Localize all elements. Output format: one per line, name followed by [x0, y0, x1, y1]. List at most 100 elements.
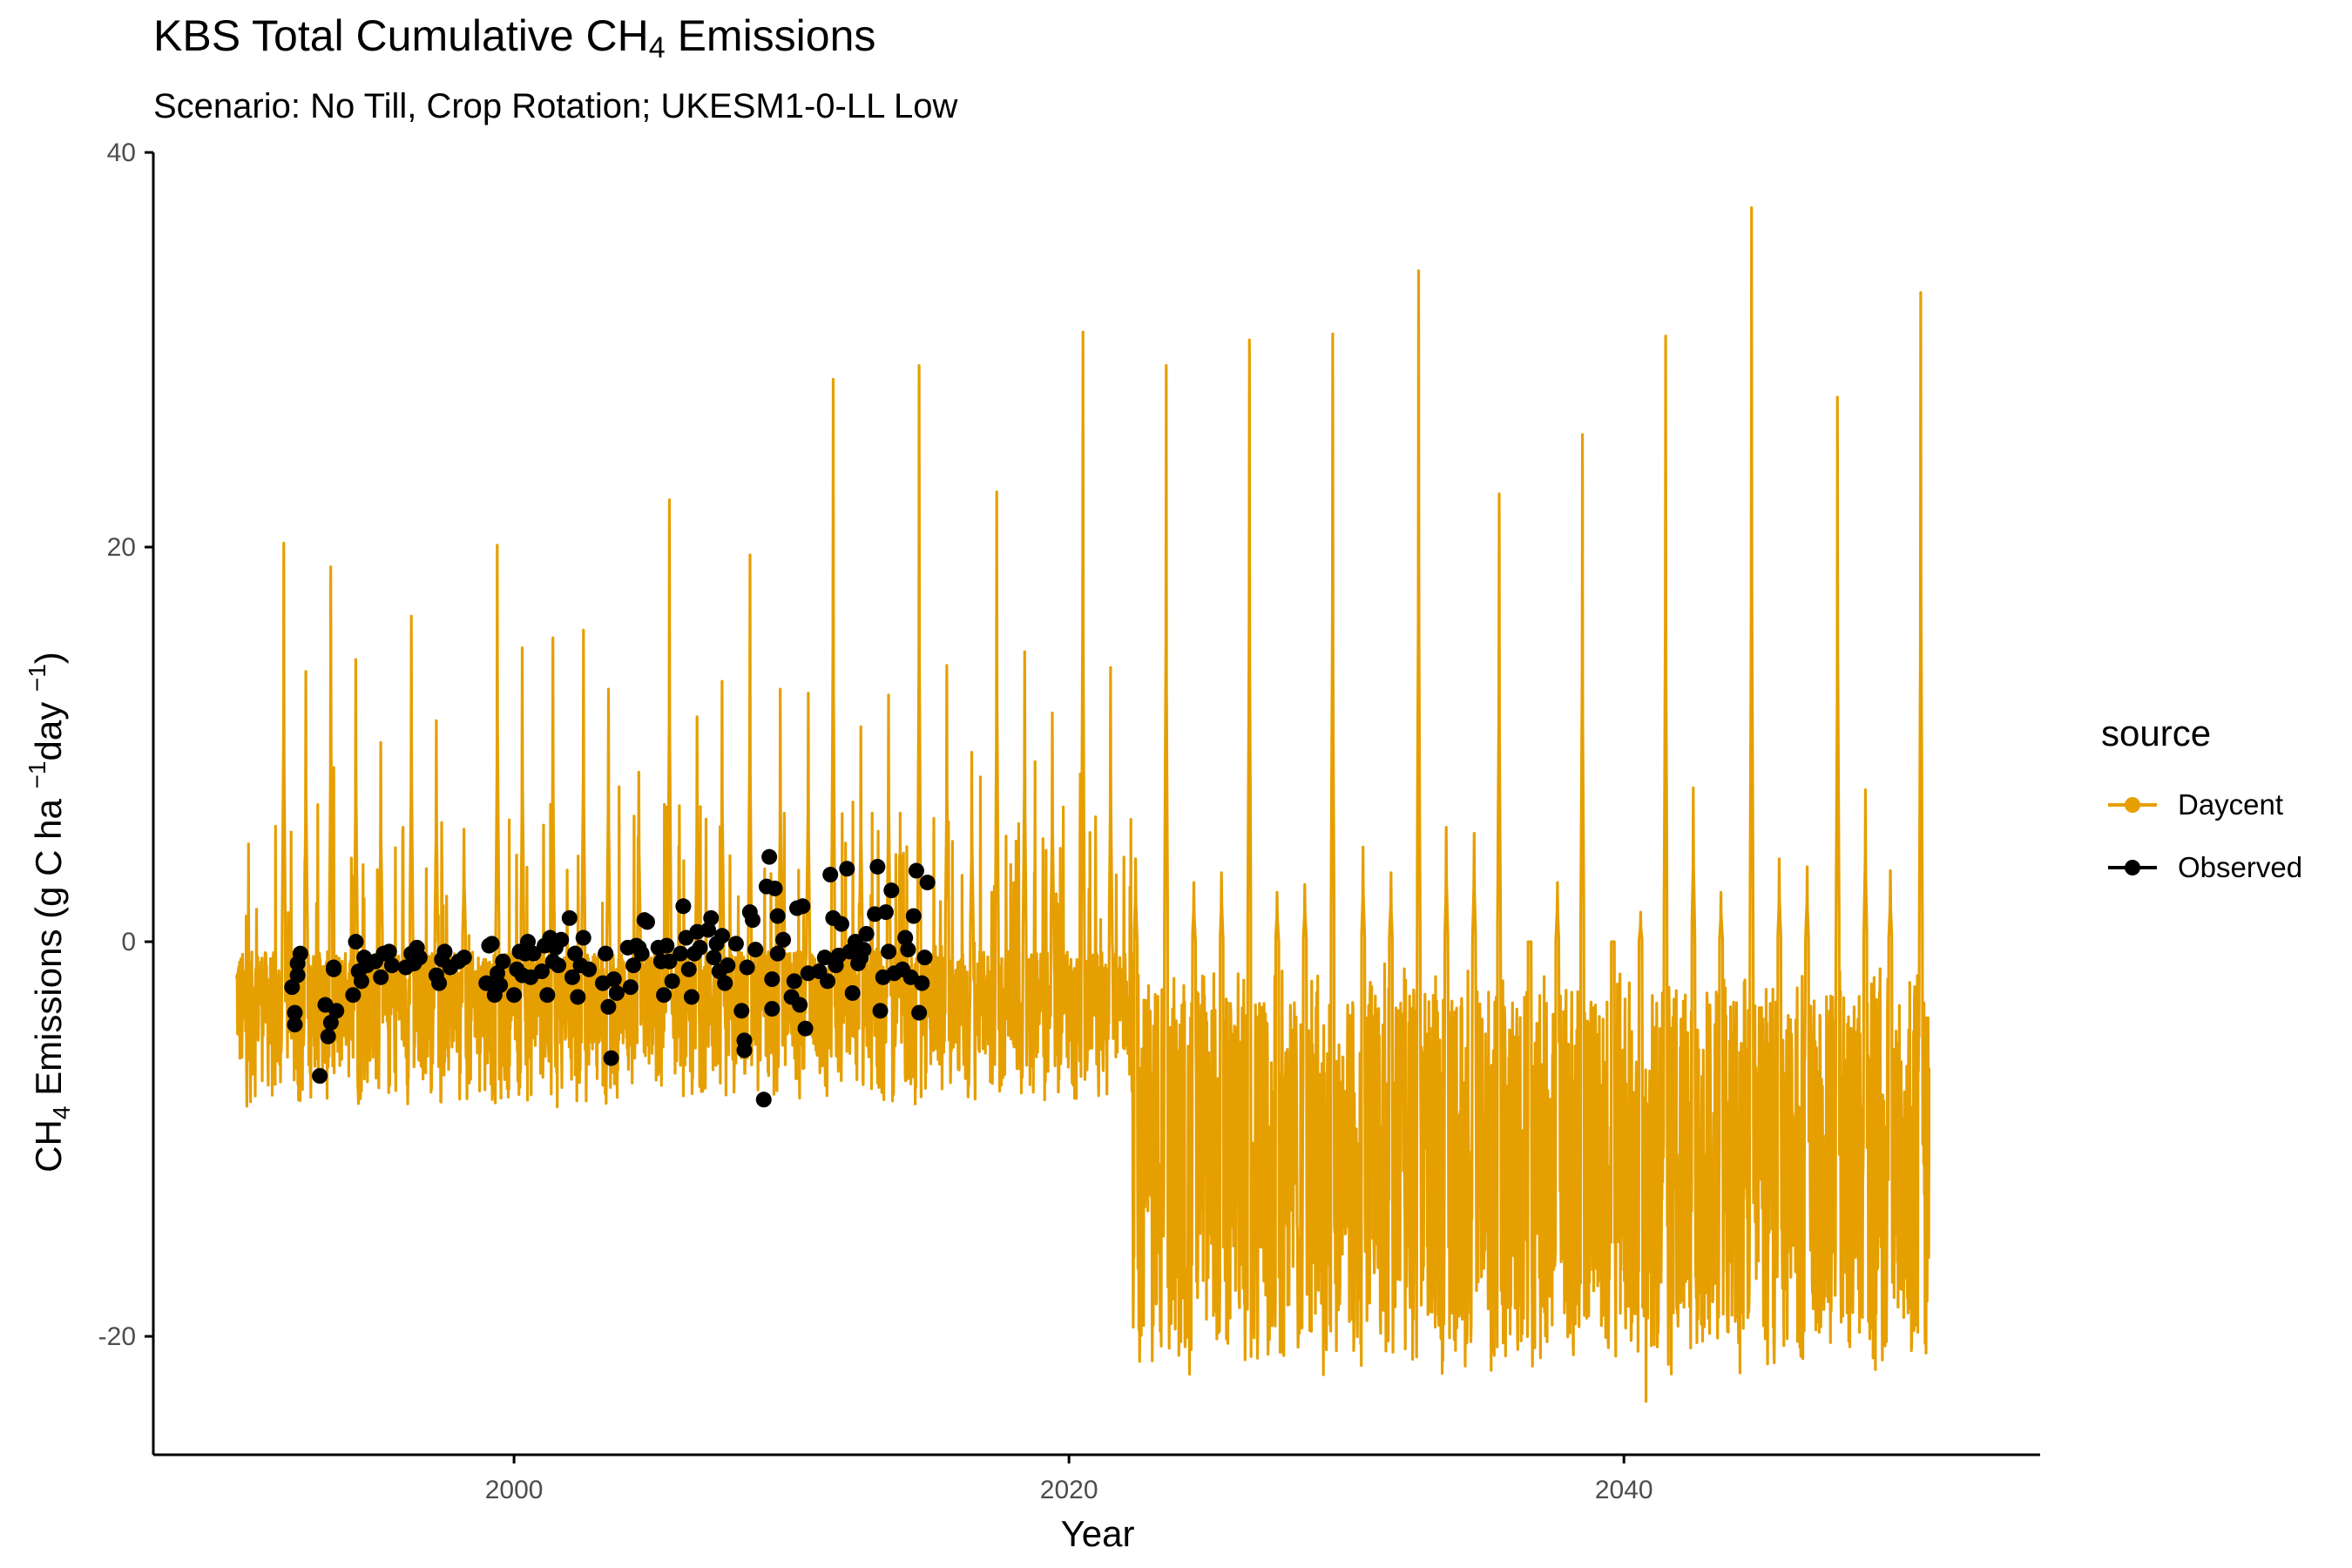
series-observed: [284, 848, 936, 1108]
observed-point: [525, 945, 542, 962]
observed-point: [287, 1017, 303, 1033]
observed-point: [348, 934, 364, 950]
observed-point: [489, 965, 505, 982]
observed-point: [703, 909, 720, 926]
observed-point: [764, 1001, 781, 1017]
legend-item-daycent: Daycent: [2101, 774, 2302, 836]
observed-point: [869, 858, 886, 875]
observed-point: [287, 1004, 303, 1021]
observed-point: [373, 969, 389, 985]
observed-point: [769, 945, 786, 962]
observed-point: [881, 943, 897, 960]
observed-point: [855, 942, 872, 958]
observed-point: [533, 963, 550, 980]
y-tick-label: 0: [121, 928, 136, 956]
observed-point: [570, 989, 586, 1005]
observed-point: [877, 904, 894, 921]
observed-point: [506, 987, 523, 1004]
y-tick-label: 20: [107, 533, 136, 562]
observed-point: [820, 973, 836, 990]
observed-point: [833, 916, 849, 932]
chart-subtitle: Scenario: No Till, Crop Rotation; UKESM1…: [153, 87, 958, 125]
observed-point: [792, 997, 808, 1013]
observed-point: [289, 967, 306, 983]
observed-point: [761, 848, 778, 865]
observed-point: [553, 931, 570, 948]
observed-point: [900, 942, 916, 958]
observed-point: [492, 977, 509, 993]
observed-point: [284, 979, 301, 996]
observed-point: [680, 961, 697, 977]
legend-key-observed: [2101, 836, 2164, 899]
observed-point: [564, 969, 580, 985]
observed-point: [431, 975, 448, 991]
y-axis-title: CH4 Emissions (g C ha −1day −1): [24, 652, 75, 1173]
legend-key-daycent: [2101, 774, 2164, 836]
observed-point: [736, 1042, 753, 1058]
legend-title: source: [2101, 713, 2212, 754]
observed-point: [600, 998, 617, 1015]
observed-point: [767, 880, 783, 896]
observed-point: [727, 936, 744, 952]
observed-point: [328, 1003, 345, 1019]
observed-point: [625, 957, 642, 974]
observed-point: [816, 950, 833, 966]
observed-point: [605, 971, 622, 988]
observed-point: [713, 928, 730, 944]
observed-point: [747, 942, 764, 958]
observed-point: [436, 943, 453, 960]
observed-point: [739, 959, 755, 976]
observed-point: [797, 1020, 814, 1037]
observed-point: [598, 945, 614, 962]
observed-point: [495, 953, 511, 970]
observed-point: [911, 1004, 928, 1021]
legend: source Daycent Observed: [2101, 713, 2302, 899]
observed-point: [639, 914, 655, 930]
observed-point: [353, 973, 369, 990]
observed-point: [581, 961, 598, 977]
observed-point: [381, 943, 397, 960]
legend-label-daycent: Daycent: [2178, 788, 2284, 821]
observed-point: [320, 1028, 336, 1044]
y-tick-label: -20: [98, 1322, 136, 1351]
observed-point: [908, 862, 924, 879]
series-daycent: [235, 206, 1931, 1403]
observed-point: [916, 950, 933, 966]
legend-item-observed: Observed: [2101, 836, 2302, 899]
observed-point: [622, 979, 639, 996]
x-tick-label: 2000: [485, 1476, 544, 1504]
x-tick-label: 2040: [1595, 1476, 1653, 1504]
observed-point: [483, 936, 500, 952]
observed-point: [733, 1003, 750, 1019]
observed-point: [683, 989, 700, 1005]
observed-point: [656, 987, 672, 1004]
observed-point: [411, 950, 428, 966]
observed-point: [769, 908, 786, 924]
y-axis: -20 0 20 40: [98, 139, 153, 1351]
observed-point: [383, 957, 400, 974]
chart-title: KBS Total Cumulative CH4 Emissions: [153, 11, 876, 64]
observed-point: [872, 1003, 889, 1019]
observed-point: [786, 973, 802, 990]
observed-point: [883, 882, 900, 899]
observed-point: [603, 1050, 619, 1066]
observed-point: [844, 984, 861, 1001]
observed-point: [764, 971, 781, 988]
observed-point: [478, 975, 495, 991]
observed-point: [539, 987, 556, 1004]
observed-point: [755, 1092, 772, 1108]
observed-point: [567, 945, 584, 962]
observed-point: [839, 861, 855, 877]
observed-point: [659, 937, 675, 954]
observed-point: [292, 945, 308, 962]
y-tick-label: 40: [107, 139, 136, 167]
observed-point: [456, 950, 472, 966]
observed-point: [322, 1014, 339, 1031]
observed-point: [672, 945, 689, 962]
x-tick-label: 2020: [1040, 1476, 1098, 1504]
observed-point: [919, 875, 936, 891]
observed-point: [575, 929, 591, 946]
x-axis-title: Year: [1061, 1513, 1135, 1554]
observed-point: [675, 898, 692, 915]
